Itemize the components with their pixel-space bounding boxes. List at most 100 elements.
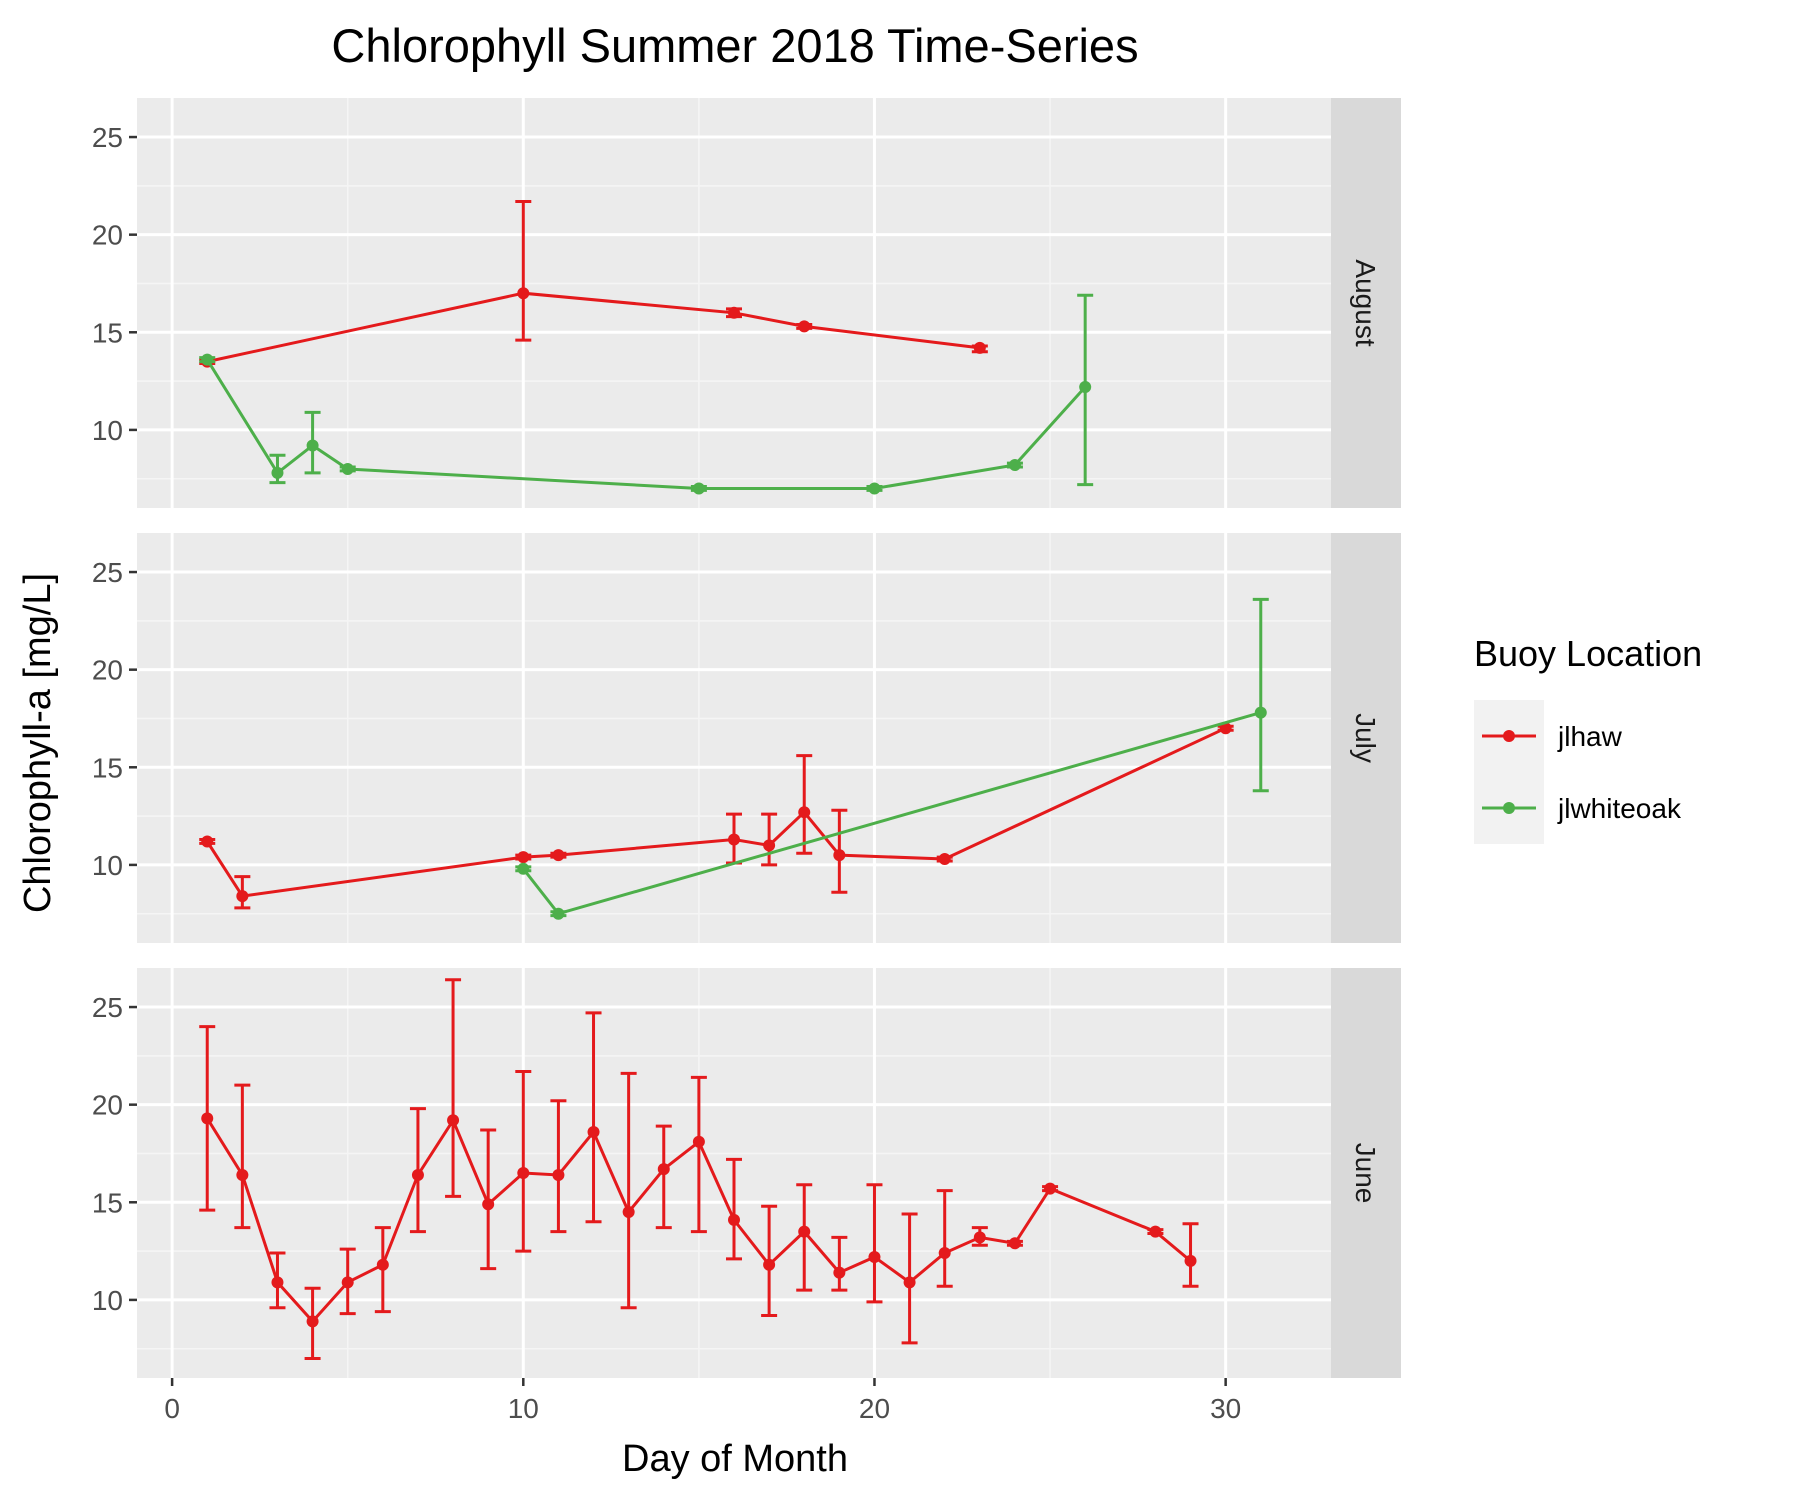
data-point <box>938 853 951 866</box>
error-bar <box>515 199 532 342</box>
panel-background <box>137 98 1331 508</box>
data-point <box>1149 1225 1162 1238</box>
data-point <box>517 1167 530 1179</box>
data-point <box>201 353 214 366</box>
error-bar <box>831 1235 848 1292</box>
legend-label: jlwhiteoak <box>1557 793 1682 824</box>
error-bar <box>585 1011 602 1224</box>
data-point <box>236 1168 249 1181</box>
data-point <box>622 1206 635 1219</box>
data-point <box>728 1213 740 1226</box>
y-tick-label: 15 <box>92 317 123 348</box>
data-point <box>201 1112 214 1125</box>
legend-title: Buoy Location <box>1474 633 1702 674</box>
data-point <box>341 1276 354 1289</box>
data-point <box>973 1231 986 1244</box>
x-tick-label: 30 <box>1210 1393 1241 1424</box>
facet-strip-label: July <box>1350 713 1381 763</box>
y-tick-label: 25 <box>92 122 123 153</box>
error-bar <box>445 978 462 1198</box>
data-point <box>833 1266 846 1279</box>
data-point <box>938 1247 951 1260</box>
panel-background <box>137 533 1331 943</box>
data-point <box>517 851 530 864</box>
error-bar <box>936 1189 953 1288</box>
legend-entry-jlhaw: jlhaw <box>1474 700 1623 772</box>
data-point <box>517 862 530 875</box>
data-point <box>306 1315 319 1328</box>
data-point <box>763 1258 776 1271</box>
error-bar <box>690 1075 707 1234</box>
data-point <box>798 806 811 819</box>
series-line <box>205 726 1227 898</box>
data-point <box>447 1114 460 1127</box>
facet-strip-label: June <box>1350 1143 1381 1204</box>
error-bar <box>620 1071 637 1310</box>
facet-panel-june: 10 15 20 25 June <box>92 968 1401 1378</box>
data-point <box>1254 706 1267 719</box>
series-jlwhiteoak <box>515 597 1269 920</box>
data-point <box>201 835 214 848</box>
series-jlhaw <box>199 978 1199 1360</box>
x-axis-title: Day of Month <box>622 1438 848 1480</box>
data-point <box>657 1163 670 1176</box>
data-point <box>692 482 705 495</box>
data-point <box>271 1276 284 1289</box>
facet-panels: 10 15 20 25 August 10 15 20 25 July 10 15 20 25 June <box>92 98 1401 1378</box>
y-tick-label: 20 <box>92 655 123 686</box>
data-point <box>903 1276 916 1289</box>
x-axis: 0 10 20 30 <box>164 1378 1241 1424</box>
data-point <box>798 1225 811 1238</box>
series-jlhaw <box>199 722 1234 910</box>
y-tick-label: 25 <box>92 557 123 588</box>
data-point <box>552 1168 565 1181</box>
x-tick-label: 10 <box>508 1393 539 1424</box>
y-tick-label: 15 <box>92 1187 123 1218</box>
x-tick-label: 0 <box>164 1393 180 1424</box>
error-bar <box>655 1124 672 1230</box>
data-point <box>341 462 354 475</box>
data-point <box>973 341 986 354</box>
data-point <box>552 907 565 920</box>
data-point <box>798 320 811 333</box>
data-point <box>868 1250 881 1263</box>
y-tick-label: 15 <box>92 752 123 783</box>
data-point <box>763 839 776 852</box>
data-point <box>552 849 565 862</box>
data-point <box>728 306 740 319</box>
y-tick-label: 10 <box>92 1285 123 1316</box>
facet-panel-august: 10 15 20 25 August <box>92 98 1401 508</box>
error-bar <box>550 1099 567 1234</box>
error-bar <box>234 1083 251 1230</box>
series-jlwhiteoak <box>199 293 1094 495</box>
facet-strip <box>1331 98 1401 508</box>
error-bar <box>796 754 813 855</box>
data-point <box>587 1126 600 1138</box>
data-point <box>482 1198 495 1211</box>
legend-key-point <box>1503 730 1515 742</box>
error-bar <box>726 1157 742 1261</box>
legend-label: jlhaw <box>1557 721 1623 752</box>
data-point <box>1008 1237 1021 1250</box>
data-point <box>1184 1254 1197 1267</box>
data-point <box>411 1168 424 1181</box>
data-point <box>376 1258 389 1271</box>
data-point <box>236 890 249 903</box>
error-bar <box>515 1069 532 1253</box>
data-point <box>1044 1182 1057 1195</box>
legend-key-point <box>1503 802 1515 814</box>
y-tick-label: 20 <box>92 1090 123 1121</box>
series-line <box>205 358 1087 490</box>
chart-title: Chlorophyll Summer 2018 Time-Series <box>331 19 1138 72</box>
y-tick-label: 10 <box>92 850 123 881</box>
legend-entry-jlwhiteoak: jlwhiteoak <box>1474 772 1682 844</box>
facet-panel-july: 10 15 20 25 July <box>92 533 1401 943</box>
data-point <box>517 287 530 300</box>
y-tick-label: 25 <box>92 992 123 1023</box>
legend: Buoy Location jlhaw jlwhiteoak <box>1474 633 1702 844</box>
data-point <box>1079 380 1092 393</box>
error-bar <box>866 1183 883 1304</box>
data-point <box>1008 459 1021 472</box>
x-tick-label: 20 <box>859 1393 890 1424</box>
